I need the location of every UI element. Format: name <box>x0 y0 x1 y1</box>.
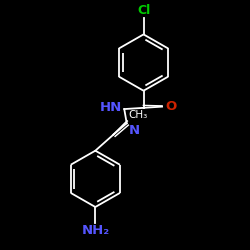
Text: NH₂: NH₂ <box>81 224 110 237</box>
Text: Cl: Cl <box>137 4 150 17</box>
Text: O: O <box>165 100 176 113</box>
Text: HN: HN <box>100 101 122 114</box>
Text: N: N <box>129 124 140 138</box>
Text: CH₃: CH₃ <box>128 110 148 120</box>
